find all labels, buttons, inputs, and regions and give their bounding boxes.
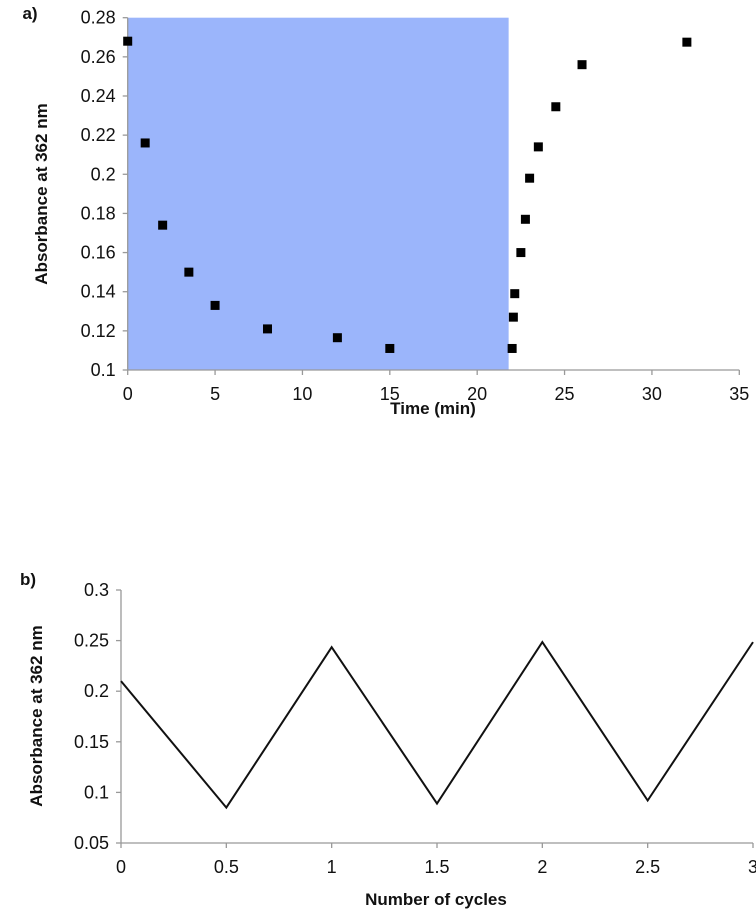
x-tick-label: 25 bbox=[555, 384, 575, 404]
y-tick-label: 0.05 bbox=[74, 833, 109, 853]
x-tick-label: 0.5 bbox=[214, 857, 239, 877]
data-point bbox=[385, 344, 394, 353]
chart-a: 0 5 10 15 20 25 30 35 0.1 0.12 0.14 0.16 0.18 0.2 0.22… bbox=[81, 8, 750, 404]
y-tick-label: 0.1 bbox=[91, 360, 116, 380]
y-tick-label: 0.3 bbox=[84, 580, 109, 600]
y-tick-label: 0.16 bbox=[81, 243, 116, 263]
data-point bbox=[123, 37, 132, 46]
chart-b-ylabel: Absorbance at 362 nm bbox=[27, 625, 46, 806]
data-point bbox=[263, 324, 272, 333]
data-point bbox=[534, 142, 543, 151]
chart-a-ylabel: Absorbance at 362 nm bbox=[32, 103, 51, 284]
data-point bbox=[682, 38, 691, 47]
y-tick-label: 0.1 bbox=[84, 782, 109, 802]
y-tick-label: 0.26 bbox=[81, 47, 116, 67]
x-tick-label: 1 bbox=[327, 857, 337, 877]
x-tick-label: 10 bbox=[292, 384, 312, 404]
x-tick-label: 5 bbox=[210, 384, 220, 404]
y-tick-label: 0.28 bbox=[81, 8, 116, 28]
x-tick-label: 0 bbox=[123, 384, 133, 404]
x-tick-label: 15 bbox=[380, 384, 400, 404]
x-tick-label: 2.5 bbox=[635, 857, 660, 877]
y-tick-label: 0.15 bbox=[74, 732, 109, 752]
data-point bbox=[516, 248, 525, 257]
data-point bbox=[141, 138, 150, 147]
data-point bbox=[158, 221, 167, 230]
y-tick-label: 0.24 bbox=[81, 86, 116, 106]
series-line bbox=[121, 642, 753, 807]
panel-a-label: a) bbox=[22, 4, 37, 23]
chart-b: 0 0.5 1 1.5 2 2.5 3 0.05 0.1 0.15 0.2 0.25 0.3 bbox=[74, 580, 756, 877]
data-point bbox=[578, 60, 587, 69]
chart-b-xlabel: Number of cycles bbox=[365, 890, 507, 909]
y-tick-label: 0.22 bbox=[81, 125, 116, 145]
chart-a-xlabel: Time (min) bbox=[390, 399, 476, 418]
data-point bbox=[508, 344, 517, 353]
x-tick-label: 1.5 bbox=[424, 857, 449, 877]
x-tick-label: 20 bbox=[467, 384, 487, 404]
y-tick-label: 0.18 bbox=[81, 203, 116, 223]
panel-b-label: b) bbox=[20, 570, 36, 589]
data-point bbox=[184, 268, 193, 277]
x-tick-label: 30 bbox=[642, 384, 662, 404]
shaded-region bbox=[128, 18, 509, 370]
data-point bbox=[509, 313, 518, 322]
y-tick-label: 0.25 bbox=[74, 631, 109, 651]
x-tick-label: 2 bbox=[537, 857, 547, 877]
data-point bbox=[510, 289, 519, 298]
data-point bbox=[211, 301, 220, 310]
y-tick-label: 0.14 bbox=[81, 282, 116, 302]
y-tick-label: 0.2 bbox=[84, 681, 109, 701]
x-tick-label: 35 bbox=[729, 384, 749, 404]
data-point bbox=[525, 174, 534, 183]
x-tick-label: 3 bbox=[748, 857, 756, 877]
data-point bbox=[521, 215, 530, 224]
y-tick-label: 0.2 bbox=[91, 164, 116, 184]
data-point bbox=[333, 333, 342, 342]
y-tick-label: 0.12 bbox=[81, 321, 116, 341]
x-tick-label: 0 bbox=[116, 857, 126, 877]
data-point bbox=[551, 102, 560, 111]
